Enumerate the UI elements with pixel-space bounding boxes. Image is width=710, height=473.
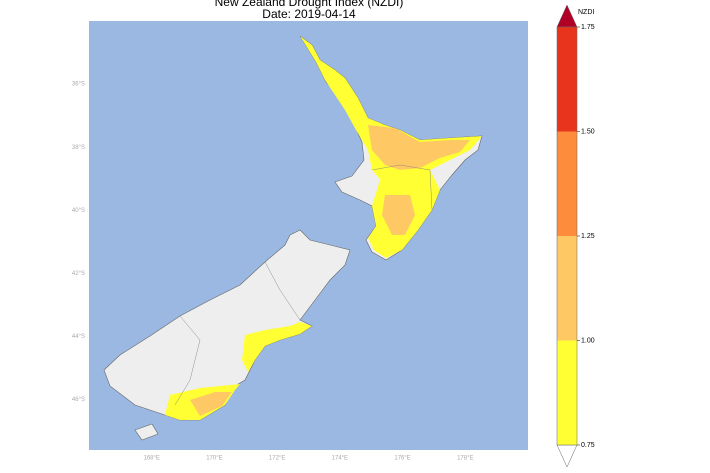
colorbar-tick-label: 1.75 <box>581 24 595 31</box>
lon-label: 172°E <box>269 456 285 462</box>
lon-label: 174°E <box>332 456 348 462</box>
lon-label: 176°E <box>394 456 410 462</box>
lon-label: 168°E <box>144 456 160 462</box>
colorbar-segment <box>557 131 577 236</box>
map-land <box>103 35 483 441</box>
colorbar-tick-label: 1.25 <box>581 233 595 240</box>
drought-east-orange <box>382 195 415 235</box>
region-boundary <box>264 261 301 321</box>
region-boundary <box>174 315 201 406</box>
colorbar-tick-label: 1.50 <box>581 128 595 135</box>
title: New Zealand Drought Index (NZDI) <box>215 0 404 9</box>
colorbar: 0.75 1.00 1.25 1.50 1.75 <box>556 24 595 449</box>
region-boundary <box>371 164 433 211</box>
lat-label: 38°S <box>72 145 85 151</box>
subtitle: Date: 2019-04-14 <box>262 7 356 21</box>
lat-label: 40°S <box>72 208 85 214</box>
colorbar-segment <box>557 236 577 341</box>
colorbar-tick-label: 1.00 <box>581 337 595 344</box>
colorbar-over <box>556 4 578 28</box>
stewart-island <box>134 423 159 441</box>
colorbar-segment <box>557 340 577 445</box>
lon-label: 178°E <box>457 456 473 462</box>
drought-north-orange <box>368 125 470 170</box>
lat-label: 36°S <box>72 82 85 88</box>
colorbar-tick-label: 0.75 <box>581 442 595 449</box>
colorbar-label: NZDI <box>578 9 594 16</box>
map-axes: 36°S 38°S 40°S 42°S 44°S 46°S 168°E 170°E 172°E 1… <box>72 82 474 462</box>
lon-label: 170°E <box>206 456 222 462</box>
drought-southland-orange <box>190 392 232 416</box>
colorbar-segment <box>557 27 577 132</box>
lat-label: 44°S <box>72 334 85 340</box>
colorbar-under <box>556 444 578 468</box>
drought-canterbury <box>242 322 312 372</box>
lat-label: 42°S <box>72 271 85 277</box>
lat-label: 46°S <box>72 397 85 403</box>
